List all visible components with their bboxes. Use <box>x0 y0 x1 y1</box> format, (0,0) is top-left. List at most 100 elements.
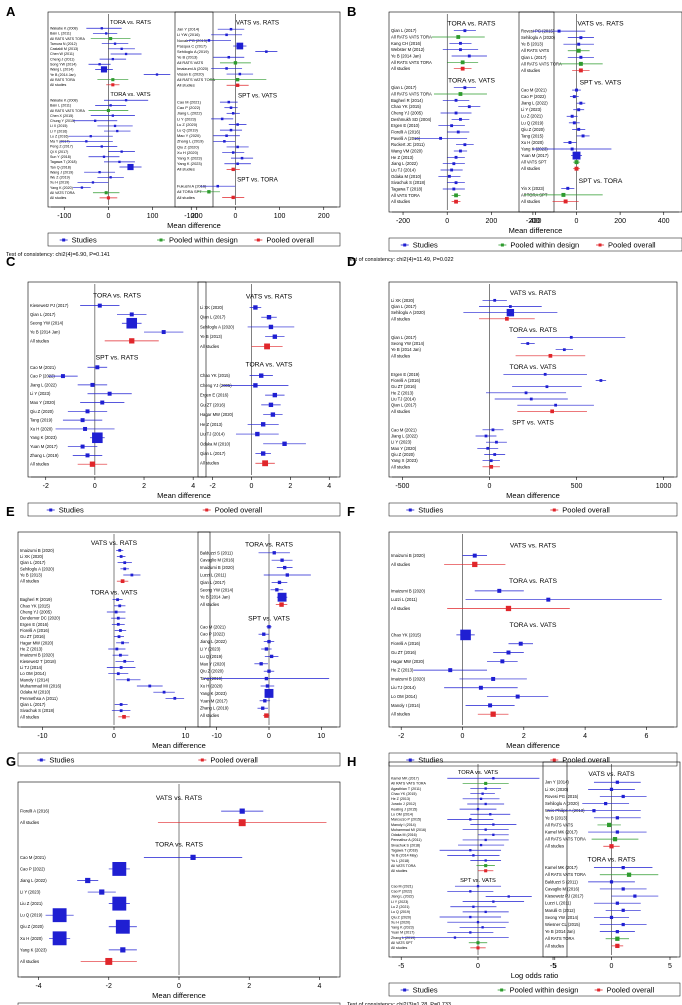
x-tick-label: 2 <box>288 483 292 490</box>
study-label: Odaka M (2010) <box>200 441 231 446</box>
pooled-estimate-marker <box>207 190 211 194</box>
pooled-estimate-marker <box>111 83 115 87</box>
study-label: Yin X (2023) <box>521 186 545 191</box>
x-tick-label: 0 <box>575 218 579 225</box>
study-label: Liu TJ (2014) <box>391 167 416 172</box>
study-label: He Z (2013) <box>391 390 414 395</box>
x-tick-label: 500 <box>571 483 583 490</box>
study-label: Sehiloglu A (2020) <box>20 566 55 571</box>
study-estimate-marker <box>272 551 276 555</box>
study-label: Cao P (2022) <box>177 105 201 110</box>
study-estimate-marker <box>268 324 274 330</box>
pooled-estimate-marker <box>458 92 463 96</box>
study-label: Chen X (2015) <box>50 114 73 118</box>
study-estimate-marker <box>259 373 264 378</box>
study-estimate-marker <box>115 647 119 651</box>
study-estimate-marker <box>615 816 619 820</box>
study-estimate-marker <box>621 866 625 870</box>
study-label: All studies <box>391 562 410 567</box>
x-axis: -2 0 2 4 6 <box>392 726 674 740</box>
study-label: Jurado J (2012) <box>391 802 416 806</box>
study-estimate-marker <box>100 66 108 73</box>
pooled-estimate-marker <box>578 61 583 66</box>
study-estimate-marker <box>604 801 608 806</box>
study-estimate-marker <box>126 317 138 329</box>
x-tick-label: 200 <box>191 213 203 220</box>
study-estimate-marker <box>459 41 462 45</box>
study-label: Sehiloglu A (2020) <box>545 801 580 806</box>
study-label: Li Y (2023) <box>391 440 412 445</box>
study-estimate-marker <box>118 160 121 164</box>
study-estimate-marker <box>116 622 120 626</box>
study-label: Qiu Z (2020) <box>20 924 44 929</box>
study-label: All studies <box>391 464 410 469</box>
study-estimate-marker <box>492 823 495 826</box>
pooled-estimate-marker <box>454 193 458 198</box>
study-label: All studies <box>20 820 39 825</box>
x-tick-label: 200 <box>486 218 498 225</box>
study-label: He Z (2013) <box>200 422 223 427</box>
study-label: Li YW (2016) <box>177 32 200 37</box>
study-label: All RATS TORA <box>545 936 575 941</box>
pooled-estimate-marker <box>231 167 235 172</box>
study-estimate-marker <box>562 348 566 352</box>
study-label: Sivachuk S (2018) <box>391 843 420 847</box>
study-estimate-marker <box>120 947 126 953</box>
study-label: Cao M (2021) <box>200 624 226 629</box>
study-label: Tagawa T (2018) <box>391 186 423 191</box>
study-estimate-marker <box>454 98 458 102</box>
study-estimate-marker <box>459 149 462 153</box>
study-estimate-marker <box>112 862 127 876</box>
study-label: Cheng YJ (2005) <box>200 383 232 388</box>
pooled-estimate-marker <box>105 957 113 965</box>
study-estimate-marker <box>92 432 103 444</box>
study-label: Hagar MW (2020) <box>391 659 425 664</box>
study-estimate-marker <box>572 121 576 125</box>
study-label: Gu ZT (2016) <box>20 634 46 639</box>
study-label: All VATS TORA <box>391 864 416 868</box>
study-label: Odaka M (2010) <box>20 690 51 695</box>
panel-letter: G <box>6 754 16 769</box>
legend-label: Pooled overall <box>215 506 263 515</box>
study-label: Kamel MK (2017) <box>545 865 578 870</box>
study-estimate-marker <box>615 901 619 905</box>
study-label: Cao M (2021) <box>177 99 202 104</box>
study-estimate-marker <box>162 690 166 694</box>
study-label: All studies <box>391 946 408 950</box>
study-label: Qiu Z (2020) <box>200 669 224 674</box>
study-estimate-marker <box>463 143 467 147</box>
study-label: Xu H (2020) <box>521 140 544 145</box>
pooled-estimate-marker <box>612 837 618 842</box>
consistency-test-note: Test of consistency: chi2(3)=1.28, P=0.7… <box>347 1002 451 1005</box>
pooled-estimate-marker <box>476 946 480 950</box>
study-label: Qian L (2017) <box>391 403 417 408</box>
study-label: All studies <box>200 461 219 466</box>
study-label: Wu Z (2019) <box>50 176 70 180</box>
study-label: Chung Y (2015) <box>50 119 75 123</box>
study-label: Qiu Z (2020) <box>177 144 200 149</box>
study-label: Ergen E (2016) <box>20 622 49 627</box>
study-estimate-marker <box>119 666 123 669</box>
study-label: Cheng YJ (2005) <box>20 609 52 614</box>
study-label: Cao M (2021) <box>30 365 56 370</box>
study-label: Ye B (2014 Jan) <box>50 73 76 77</box>
study-estimate-marker <box>269 654 274 659</box>
study-label: All studies <box>50 196 67 200</box>
study-label: Yuan M (2017) <box>200 698 228 703</box>
legend-swatch <box>200 758 204 762</box>
study-estimate-marker <box>111 114 114 117</box>
x-tick-label: -5 <box>550 963 556 970</box>
forest-plot: TORA vs. RATS Kiesewetz PJ (2017) Qian L (… <box>27 281 207 478</box>
study-estimate-marker <box>260 422 266 427</box>
study-estimate-marker <box>227 55 231 59</box>
legend-label: Studies <box>418 756 443 765</box>
study-estimate-marker <box>500 659 505 664</box>
legend-box <box>17 1002 341 1005</box>
study-label: All RATS VATS TORA <box>391 91 432 96</box>
study-label: Jiang L (2022) <box>30 382 57 387</box>
x-tick-label: -100 <box>184 213 198 220</box>
study-estimate-marker <box>506 308 515 317</box>
study-label: Gu ZT (2016) <box>200 402 226 407</box>
